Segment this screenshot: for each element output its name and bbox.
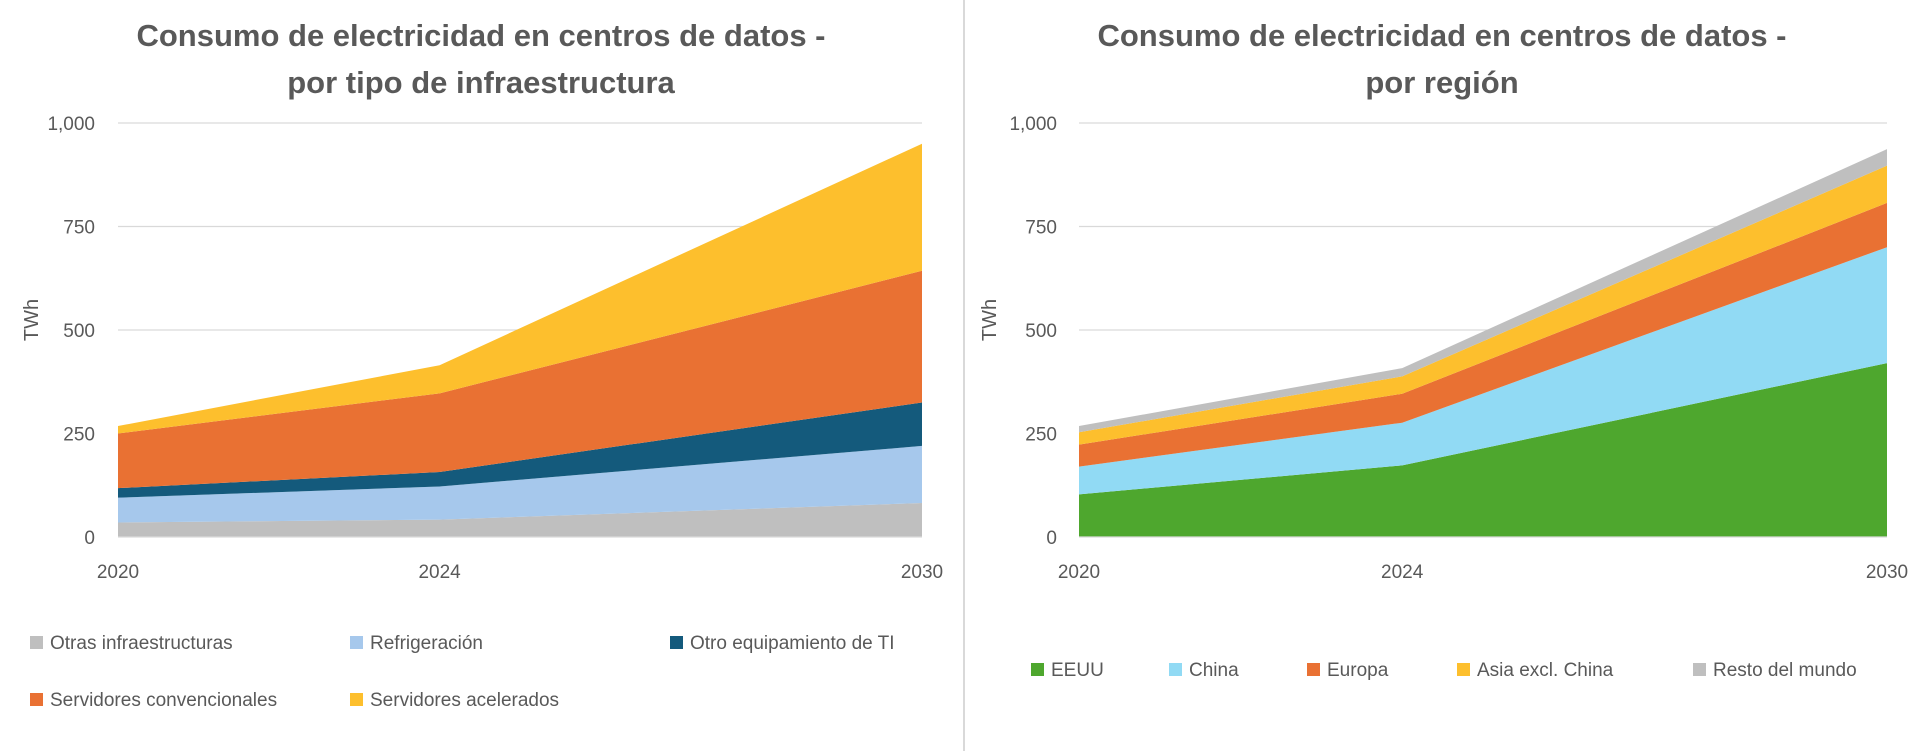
legend-swatch: [30, 693, 43, 706]
legend-item-servidores-acelerados: Servidores acelerados: [350, 690, 559, 711]
chart-panel-region: Consumo de electricidad en centros de da…: [965, 0, 1920, 751]
y-axis-label: TWh: [21, 299, 43, 341]
legend-label: Otro equipamiento de TI: [690, 633, 895, 654]
x-axis-ticks: 2020 2024 2030: [97, 562, 943, 583]
legend-item-refrigeracion: Refrigeración: [350, 633, 483, 654]
legend-item-asia-excl-china: Asia excl. China: [1457, 660, 1614, 681]
legend-label: Otras infraestructuras: [50, 633, 233, 654]
legend-item-china: China: [1169, 660, 1239, 681]
area-eeuu: [1079, 363, 1887, 537]
area-otras-infraestructuras: [118, 503, 922, 537]
y-axis-label: TWh: [979, 299, 1001, 341]
x-tick-label: 2020: [1058, 562, 1100, 583]
y-tick-label: 0: [84, 528, 95, 549]
x-tick-label: 2024: [1381, 562, 1424, 583]
area-servidores-acelerados: [118, 143, 922, 434]
y-tick-label: 0: [1046, 528, 1057, 549]
legend-label: Asia excl. China: [1477, 660, 1614, 681]
y-tick-label: 500: [1025, 321, 1057, 342]
legend-label: Resto del mundo: [1713, 660, 1857, 681]
area-refrigeracion: [118, 445, 922, 523]
area-servidores-convencionales: [118, 270, 922, 489]
x-tick-label: 2024: [418, 562, 461, 583]
legend-swatch: [350, 693, 363, 706]
area-europa: [1079, 202, 1887, 467]
legend-swatch: [670, 636, 683, 649]
x-axis-ticks: 2020 2024 2030: [1058, 562, 1908, 583]
legend-item-eeuu: EEUU: [1031, 660, 1104, 681]
x-tick-label: 2030: [901, 562, 943, 583]
legend-item-otras-infraestructuras: Otras infraestructuras: [30, 633, 233, 654]
chart-panel-infrastructure: Consumo de electricidad en centros de da…: [21, 18, 944, 711]
legend-label: Refrigeración: [370, 633, 483, 654]
infrastructure-area-chart: Consumo de electricidad en centros de da…: [21, 18, 943, 711]
panel-divider: [963, 0, 965, 751]
legend: EEUU China Europa Asia excl. China Resto del…: [1031, 660, 1857, 681]
area-series: [1079, 149, 1887, 538]
chart-title-line2: por región: [1365, 65, 1518, 100]
region-area-chart: Consumo de electricidad en centros de da…: [979, 18, 1908, 681]
legend-swatch: [1457, 663, 1470, 676]
legend-label: Europa: [1327, 660, 1389, 681]
legend-swatch: [350, 636, 363, 649]
chart-title-line1: Consumo de electricidad en centros de da…: [1097, 18, 1786, 53]
legend-swatch: [1169, 663, 1182, 676]
area-otro-equipamiento-de-ti: [118, 402, 922, 498]
legend-label: Servidores acelerados: [370, 690, 559, 711]
legend-item-resto-del-mundo: Resto del mundo: [1693, 660, 1857, 681]
chart-title-line1: Consumo de electricidad en centros de da…: [136, 18, 825, 53]
y-axis-ticks: 0 250 500 750 1,000: [1009, 114, 1057, 549]
y-tick-label: 1,000: [47, 114, 95, 135]
area-series: [118, 143, 922, 538]
x-tick-label: 2030: [1866, 562, 1908, 583]
legend-swatch: [1307, 663, 1320, 676]
legend-swatch: [1031, 663, 1044, 676]
y-tick-label: 500: [63, 321, 95, 342]
area-china: [1079, 247, 1887, 495]
legend-item-otro-equipamiento-de-ti: Otro equipamiento de TI: [670, 633, 895, 654]
legend-label: EEUU: [1051, 660, 1104, 681]
y-tick-label: 750: [63, 218, 95, 239]
y-tick-label: 250: [1025, 425, 1057, 446]
x-tick-label: 2020: [97, 562, 139, 583]
legend-item-servidores-convencionales: Servidores convencionales: [30, 690, 277, 711]
legend: Otras infraestructuras Refrigeración Otro …: [30, 633, 895, 711]
y-tick-label: 1,000: [1009, 114, 1057, 135]
y-tick-label: 750: [1025, 218, 1057, 239]
legend-label: China: [1189, 660, 1239, 681]
chart-title-line2: por tipo de infraestructura: [287, 65, 675, 100]
y-axis-ticks: 0 250 500 750 1,000: [47, 114, 95, 549]
legend-item-europa: Europa: [1307, 660, 1389, 681]
legend-swatch: [30, 636, 43, 649]
legend-label: Servidores convencionales: [50, 690, 277, 711]
legend-swatch: [1693, 663, 1706, 676]
y-tick-label: 250: [63, 425, 95, 446]
